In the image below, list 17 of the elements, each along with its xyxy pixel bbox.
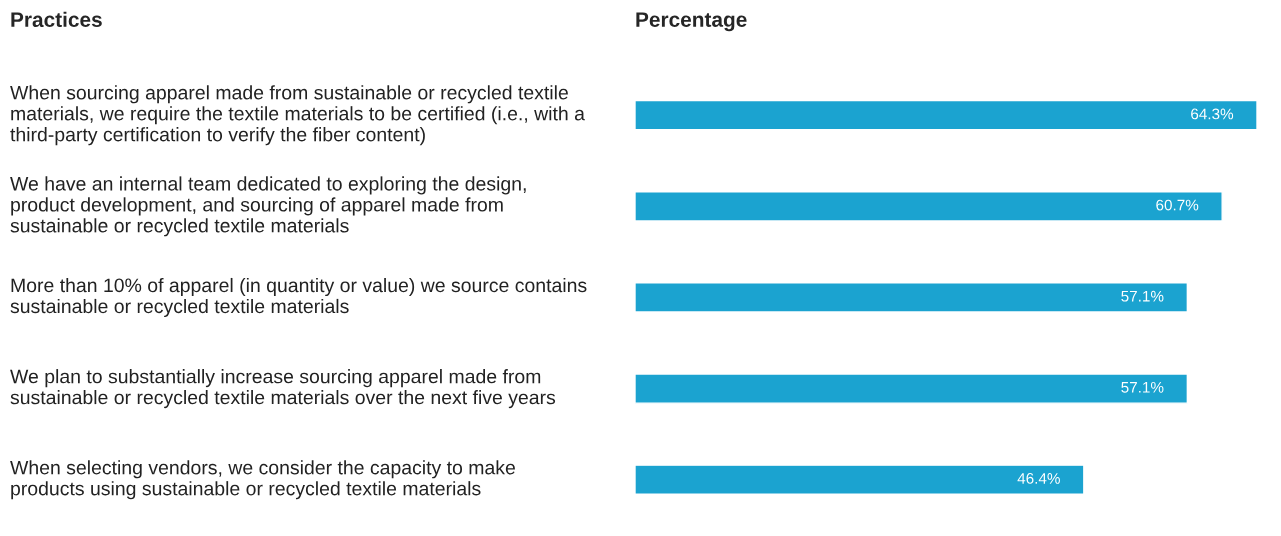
data-label: 57.1% — [1121, 290, 1164, 302]
data-label: 46.4% — [1017, 473, 1060, 484]
bar — [635, 99, 1257, 131]
y-tick-label: When selecting vendors, we consider the capacity to make products using sustainable or recycled textile materials — [10, 460, 515, 500]
bar — [635, 373, 1189, 404]
y-tick-label: When sourcing apparel made from sustainable or recycled textile materials, we require the textile materials to be certified (i.e., with a third-party certification to verify the fiber content) — [10, 85, 585, 146]
bar — [635, 191, 1223, 222]
y-tick-label: We have an internal team dedicated to exploring the design, product development, and sourcing of apparel made from sustainable or recycled textile materials — [10, 176, 526, 237]
x-axis-title: Percentage — [636, 12, 747, 32]
data-label: 57.1% — [1121, 381, 1164, 393]
bar — [635, 282, 1189, 313]
y-tick-label: We plan to substantially increase sourcing apparel made from sustainable or recycled textile materials over the next five years — [10, 369, 556, 409]
y-axis-title: Practices — [11, 11, 102, 28]
y-tick-label: More than 10% of apparel (in quantity or value) we source contains sustainable or recycled textile materials — [10, 277, 587, 318]
data-label: 60.7% — [1156, 199, 1199, 211]
data-label: 64.3% — [1191, 108, 1234, 120]
bar — [635, 464, 1085, 495]
